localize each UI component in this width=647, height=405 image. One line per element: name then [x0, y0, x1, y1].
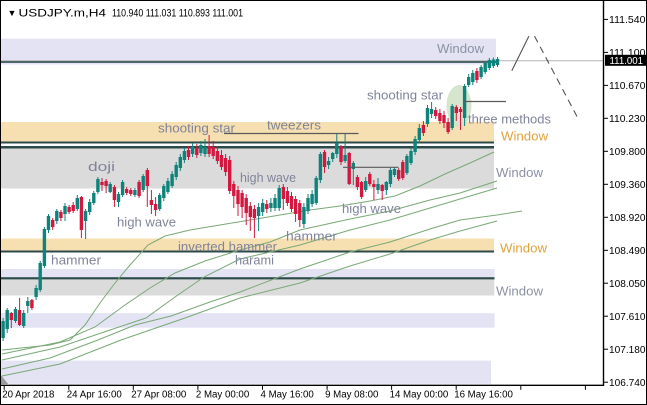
svg-text:108.490: 108.490 [609, 246, 646, 257]
svg-text:Window: Window [437, 41, 485, 56]
svg-text:doji: doji [88, 159, 115, 174]
svg-text:20 Apr 2018: 20 Apr 2018 [2, 390, 54, 401]
svg-text:110.670: 110.670 [609, 81, 646, 92]
svg-text:three methods: three methods [468, 112, 551, 127]
svg-text:24 Apr 16:00: 24 Apr 16:00 [67, 390, 123, 401]
svg-text:109.360: 109.360 [609, 180, 646, 191]
svg-text:Window: Window [501, 129, 549, 144]
svg-text:9 May 08:00: 9 May 08:00 [325, 390, 379, 401]
svg-text:shooting star: shooting star [158, 121, 236, 136]
svg-text:shooting star: shooting star [367, 88, 444, 103]
svg-text:tweezers: tweezers [267, 118, 322, 133]
svg-text:▼: ▼ [8, 8, 17, 18]
svg-text:16 May 16:00: 16 May 16:00 [454, 390, 513, 401]
svg-text:111.540: 111.540 [609, 15, 646, 26]
svg-text:106.740: 106.740 [609, 378, 646, 389]
svg-text:high wave: high wave [240, 170, 296, 185]
svg-text:14 May 00:00: 14 May 00:00 [390, 390, 449, 401]
svg-text:111.001: 111.001 [610, 55, 644, 67]
svg-text:108.050: 108.050 [609, 279, 646, 290]
svg-text:hammer: hammer [286, 229, 338, 244]
svg-text:110.230: 110.230 [609, 114, 646, 125]
svg-text:107.180: 107.180 [609, 345, 646, 356]
svg-text:hammer: hammer [51, 253, 102, 268]
svg-text:108.920: 108.920 [609, 213, 646, 224]
svg-text:111.100: 111.100 [609, 48, 646, 59]
svg-text:4 May 16:00: 4 May 16:00 [261, 390, 315, 401]
svg-text:27 Apr 08:00: 27 Apr 08:00 [131, 390, 187, 401]
svg-text:109.800: 109.800 [609, 147, 646, 158]
svg-text:inverted hammer: inverted hammer [178, 239, 278, 254]
svg-text:harami: harami [235, 253, 274, 268]
svg-text:107.610: 107.610 [609, 312, 646, 323]
svg-text:Window: Window [496, 165, 544, 180]
svg-text:Window: Window [496, 284, 544, 299]
svg-text:high wave: high wave [117, 215, 176, 230]
svg-text:Window: Window [500, 241, 548, 256]
svg-text:high wave: high wave [342, 201, 401, 216]
svg-text:110.940 111.031 110.893 111.00: 110.940 111.031 110.893 111.001 [112, 8, 243, 20]
svg-text:USDJPY.m,H4: USDJPY.m,H4 [19, 8, 107, 20]
svg-text:2 May 00:00: 2 May 00:00 [196, 390, 250, 401]
